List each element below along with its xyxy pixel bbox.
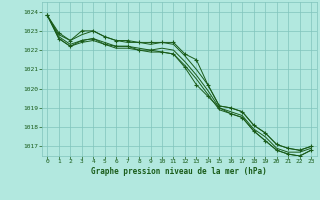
X-axis label: Graphe pression niveau de la mer (hPa): Graphe pression niveau de la mer (hPa) bbox=[91, 167, 267, 176]
